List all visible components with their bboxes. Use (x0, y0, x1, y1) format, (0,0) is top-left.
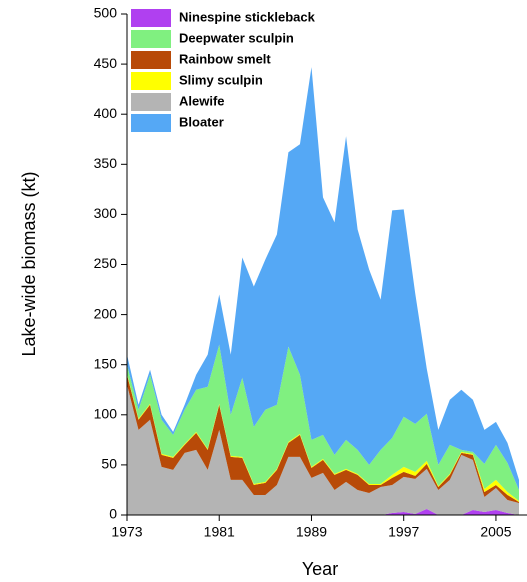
y-tick-label: 0 (109, 506, 117, 522)
legend-swatch (131, 9, 171, 27)
legend-label: Bloater (179, 114, 224, 129)
legend-label: Alewife (179, 93, 225, 108)
legend-label: Slimy sculpin (179, 72, 263, 87)
area (127, 384, 519, 515)
y-tick-label: 50 (101, 456, 117, 472)
legend-swatch (131, 72, 171, 90)
y-tick-label: 350 (94, 155, 118, 171)
y-axis-label: Lake-wide biomass (kt) (19, 171, 39, 356)
legend-label: Deepwater sculpin (179, 30, 294, 45)
area (127, 374, 519, 503)
legend-swatch (131, 93, 171, 111)
area (127, 508, 519, 515)
y-tick-label: 200 (94, 305, 118, 321)
y-tick-label: 300 (94, 205, 118, 221)
area (127, 373, 519, 502)
x-tick-label: 2005 (480, 524, 511, 540)
legend-label: Rainbow smelt (179, 51, 271, 66)
x-tick-label: 1989 (296, 524, 327, 540)
x-axis-label: Year (302, 559, 338, 579)
y-tick-label: 250 (94, 255, 118, 271)
legend-swatch (131, 30, 171, 48)
legend-swatch (131, 51, 171, 69)
x-tick-label: 1981 (204, 524, 235, 540)
y-tick-label: 450 (94, 55, 118, 71)
x-tick-label: 1997 (388, 524, 419, 540)
y-tick-label: 400 (94, 105, 118, 121)
area (127, 67, 519, 490)
area (127, 344, 519, 501)
x-tick-label: 1973 (111, 524, 142, 540)
legend-label: Ninespine stickleback (179, 9, 316, 24)
legend-swatch (131, 114, 171, 132)
y-tick-label: 500 (94, 5, 118, 21)
y-tick-label: 150 (94, 355, 118, 371)
y-tick-label: 100 (94, 406, 118, 422)
